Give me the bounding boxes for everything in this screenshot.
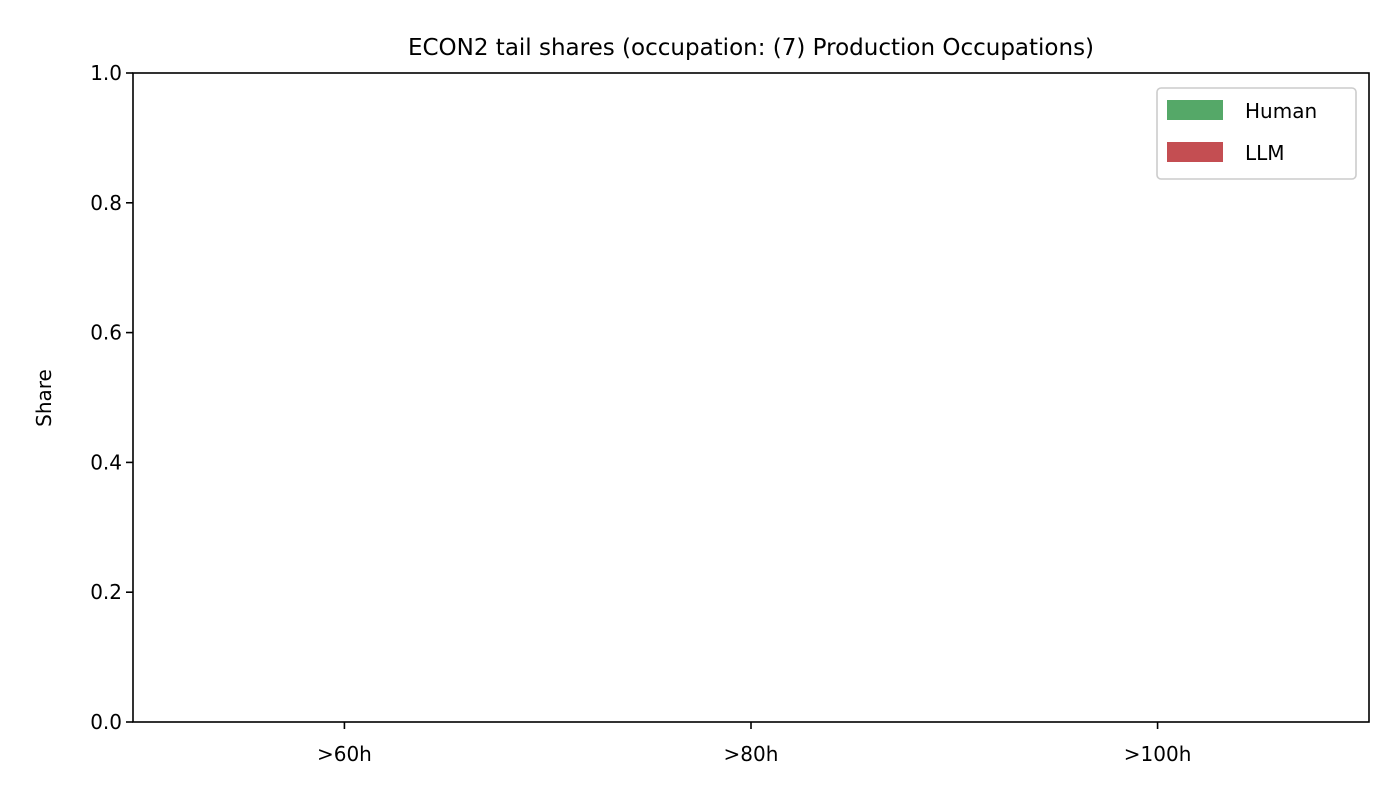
legend: Human LLM [1156, 87, 1357, 180]
y-axis: 0.0 0.2 0.4 0.6 0.8 1.0 [90, 61, 133, 734]
chart-title: ECON2 tail shares (occupation: (7) Produ… [408, 35, 1094, 61]
legend-swatch-llm [1167, 142, 1223, 162]
y-axis-label: Share [32, 369, 56, 427]
legend-swatch-human [1167, 100, 1223, 120]
y-tick-label: 0.8 [90, 191, 122, 215]
x-tick-label: >80h [724, 742, 779, 766]
legend-label-human: Human [1245, 99, 1317, 123]
y-tick-label: 0.4 [90, 450, 122, 474]
plot-frame [132, 72, 1370, 723]
x-axis: >60h >80h >100h [317, 722, 1191, 766]
y-tick-label: 0.2 [90, 580, 122, 604]
y-tick-label: 0.0 [90, 710, 122, 734]
y-tick-label: 1.0 [90, 61, 122, 85]
legend-label-llm: LLM [1245, 141, 1285, 165]
y-tick-label: 0.6 [90, 321, 122, 345]
x-tick-label: >100h [1124, 742, 1192, 766]
x-tick-label: >60h [317, 742, 372, 766]
